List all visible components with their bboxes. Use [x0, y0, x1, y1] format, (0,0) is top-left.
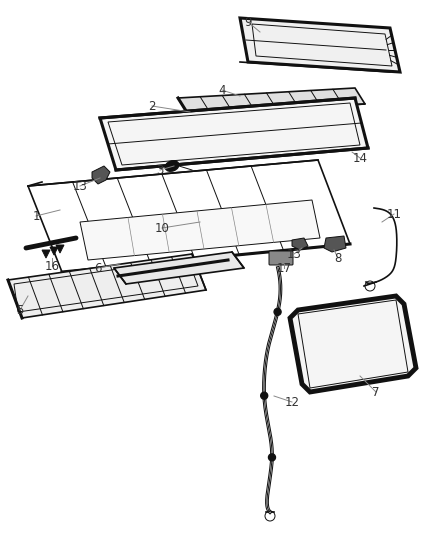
Text: 5: 5 [16, 303, 24, 317]
Text: 11: 11 [386, 207, 402, 221]
Text: 17: 17 [276, 262, 292, 274]
Polygon shape [240, 18, 400, 72]
Text: 9: 9 [244, 15, 252, 28]
Polygon shape [50, 247, 58, 255]
Text: 6: 6 [94, 262, 102, 274]
Text: 14: 14 [353, 151, 367, 165]
Polygon shape [8, 254, 206, 318]
Ellipse shape [165, 161, 179, 171]
Text: 4: 4 [218, 84, 226, 96]
Polygon shape [324, 236, 346, 252]
Text: 2: 2 [148, 100, 156, 112]
Polygon shape [42, 250, 50, 258]
Text: 7: 7 [372, 385, 380, 399]
Circle shape [268, 454, 276, 461]
Text: 10: 10 [155, 222, 170, 235]
Circle shape [274, 309, 281, 316]
Text: 1: 1 [32, 209, 40, 222]
Polygon shape [100, 98, 368, 170]
Polygon shape [178, 88, 365, 114]
Polygon shape [114, 252, 244, 284]
Text: 13: 13 [286, 247, 301, 261]
Text: 16: 16 [45, 260, 60, 272]
Text: 8: 8 [334, 252, 342, 264]
Circle shape [261, 392, 268, 399]
Text: 12: 12 [285, 395, 300, 408]
Polygon shape [80, 200, 320, 260]
Polygon shape [92, 166, 110, 184]
Polygon shape [292, 238, 308, 250]
Polygon shape [56, 245, 64, 253]
Text: 3: 3 [156, 164, 164, 176]
FancyBboxPatch shape [269, 251, 293, 265]
Polygon shape [290, 296, 416, 392]
Text: 13: 13 [73, 180, 88, 192]
